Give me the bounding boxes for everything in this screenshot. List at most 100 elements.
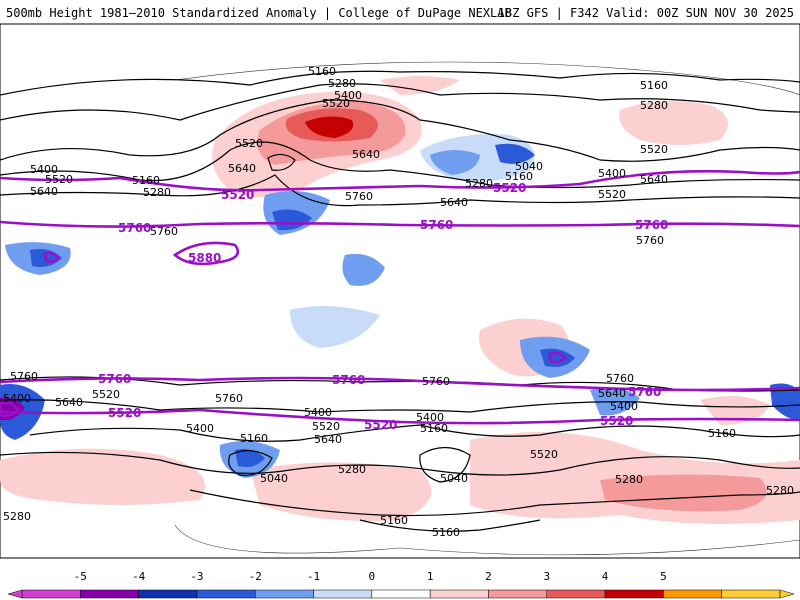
label-5400-f: 5400 [304, 406, 332, 419]
contour-purple-small-sam [548, 351, 567, 364]
contour-5640-north [0, 174, 800, 207]
colorbar-left-arrow [7, 589, 23, 599]
black-contour-labels: 5160 5280 5400 5520 5520 5640 5640 5400 … [3, 65, 794, 539]
anomaly-neg-hudson [495, 143, 535, 164]
contour-5160-north [0, 70, 800, 96]
label-5400-b: 5400 [30, 163, 58, 176]
anomaly-neg-tropical-band [290, 306, 380, 348]
label-purple-5760-b: 5760 [420, 218, 453, 232]
label-purple-5520-b: 5520 [493, 181, 526, 195]
contour-5280-north [0, 83, 800, 121]
label-5400-c: 5400 [598, 167, 626, 180]
colorbar-tick-label: -2 [248, 570, 262, 583]
colorbar-labels: -5 -4 -3 -2 -1 0 1 2 3 4 5 [0, 570, 800, 600]
label-5640-a: 5640 [228, 162, 256, 175]
colorbar-tick-label: 5 [660, 570, 667, 583]
label-5520-f: 5520 [92, 388, 120, 401]
label-5280-b: 5280 [143, 186, 171, 199]
label-5640-b: 5640 [352, 148, 380, 161]
purple-contours [0, 169, 800, 425]
header-bar: 500mb Height 1981–2010 Standardized Anom… [0, 0, 800, 24]
label-5040-c: 5040 [440, 472, 468, 485]
colorbar-tick-label: -4 [131, 570, 146, 583]
contour-closed-low-npac [267, 153, 296, 171]
label-5280-h: 5280 [3, 510, 31, 523]
anomaly-neg-sw-pacific-core [235, 449, 265, 467]
label-5760-a: 5760 [345, 190, 373, 203]
purple-contour-labels: 5520 5520 5760 5760 5760 5880 5760 5760 … [98, 181, 668, 432]
anomaly-pos-southern-core [600, 474, 767, 512]
contour-5760-purple-north [0, 220, 800, 228]
label-5040-b: 5040 [260, 472, 288, 485]
anomaly-pos-southern-band-west [0, 448, 205, 505]
map-title: 500mb Height 1981–2010 Standardized Anom… [6, 6, 512, 20]
label-5760-b: 5760 [150, 225, 178, 238]
label-5400-d: 5400 [3, 392, 31, 405]
colorbar-tick-label: 2 [485, 570, 492, 583]
anomaly-pos-npacific-max [305, 116, 354, 138]
label-5760-g: 5760 [606, 372, 634, 385]
colorbar-tick-label: -1 [306, 570, 321, 583]
anomaly-neg-far-east [770, 383, 800, 420]
colorbar-tick-label: 1 [426, 570, 434, 583]
label-5160-g: 5160 [380, 514, 408, 527]
colorbar-tick-label: 3 [543, 570, 551, 583]
label-5280-e: 5280 [338, 463, 366, 476]
label-5280-a: 5280 [328, 77, 356, 90]
label-5640-c: 5640 [30, 185, 58, 198]
contour-5040-closed [228, 450, 273, 476]
anomaly-neg-namerica-core [430, 150, 480, 175]
label-5400-a: 5400 [334, 89, 362, 102]
label-5520-b: 5520 [235, 137, 263, 150]
anomaly-pos-southern-band-mid [250, 462, 432, 521]
contour-5520-purple-south [0, 408, 800, 425]
label-5760-f: 5760 [422, 375, 450, 388]
contour-5400-south [29, 424, 800, 442]
label-purple-5520-e: 5520 [600, 414, 633, 428]
label-5520-e: 5520 [640, 143, 668, 156]
label-5520-d: 5520 [598, 188, 626, 201]
label-5760-d: 5760 [10, 370, 38, 383]
contour-5280-south [0, 451, 800, 476]
label-5520-g: 5520 [312, 420, 340, 433]
label-5280-c: 5280 [465, 177, 493, 190]
label-5760-e: 5760 [215, 392, 243, 405]
anomaly-pos-europe [619, 101, 728, 145]
label-5160-b: 5160 [132, 174, 160, 187]
negative-anomaly-shading [0, 134, 800, 478]
contour-5160-south [189, 489, 800, 517]
contour-5640-south [0, 399, 800, 413]
label-5160-h: 5160 [432, 526, 460, 539]
label-5160-a: 5160 [308, 65, 336, 78]
contour-5760-purple-south [0, 376, 800, 392]
anomaly-neg-west-pacific-core [272, 209, 312, 231]
colorbar-tick-label: 4 [601, 570, 609, 583]
label-5520-h: 5520 [530, 448, 558, 461]
contour-5040-closed-mid [419, 446, 471, 483]
label-5400-e: 5400 [186, 422, 214, 435]
label-purple-5520-c: 5520 [108, 406, 141, 420]
label-5160-f: 5160 [420, 422, 448, 435]
label-5160-c: 5160 [505, 170, 533, 183]
label-5160-d: 5160 [640, 79, 668, 92]
label-5280-d: 5280 [640, 99, 668, 112]
anomaly-neg-cpacific [342, 253, 385, 286]
label-5280-g: 5280 [766, 484, 794, 497]
label-5400-g: 5400 [416, 411, 444, 424]
colorbar-right-arrow [779, 589, 795, 599]
colorbar-tick-label: -3 [190, 570, 204, 583]
label-purple-5520-d: 5520 [364, 418, 397, 432]
label-purple-5880: 5880 [188, 251, 221, 265]
label-5640-h: 5640 [598, 387, 626, 400]
contour-5160-south-closed [359, 519, 541, 532]
label-5640-e: 5640 [640, 173, 668, 186]
label-purple-5760-f: 5760 [628, 385, 661, 399]
contour-purple-small-indian [0, 401, 20, 418]
label-5640-d: 5640 [440, 196, 468, 209]
contour-5520-purple-north [0, 169, 800, 192]
label-5160-i: 5160 [708, 427, 736, 440]
label-purple-5760-e: 5760 [332, 373, 365, 387]
label-5040-a: 5040 [515, 160, 543, 173]
label-5400-h: 5400 [610, 400, 638, 413]
